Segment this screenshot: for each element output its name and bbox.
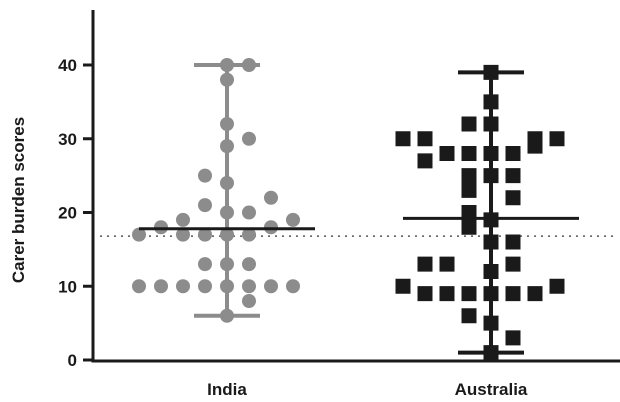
y-axis-label: Carer burden scores bbox=[9, 117, 28, 283]
y-tick-label: 30 bbox=[58, 130, 77, 149]
australia-data-point bbox=[505, 168, 521, 184]
australia-data-point bbox=[417, 153, 433, 169]
y-ticks: 0 10 20 30 40 bbox=[58, 56, 93, 370]
australia-data-point bbox=[505, 256, 521, 272]
australia-data-point bbox=[527, 138, 543, 154]
india-data-point bbox=[264, 279, 278, 294]
india-data-point bbox=[242, 227, 256, 242]
australia-data-point bbox=[417, 286, 433, 302]
australia-data-point bbox=[549, 131, 565, 147]
australia-data-point bbox=[461, 308, 477, 324]
australia-data-point bbox=[505, 234, 521, 250]
x-tick-label-australia: Australia bbox=[455, 380, 528, 399]
australia-data-point bbox=[439, 146, 455, 161]
australia-data-point bbox=[395, 278, 411, 294]
y-tick-label: 10 bbox=[58, 277, 77, 296]
india-data-point bbox=[132, 279, 146, 294]
india-data-point bbox=[176, 279, 190, 294]
y-tick-label: 0 bbox=[68, 351, 77, 370]
australia-data-point bbox=[505, 190, 521, 206]
australia-data-point bbox=[505, 286, 521, 302]
india-data-point bbox=[176, 212, 190, 227]
australia-data-point bbox=[439, 256, 455, 272]
india-data-point bbox=[154, 279, 168, 294]
australia-data-point bbox=[505, 146, 521, 161]
australia-data-point bbox=[527, 286, 543, 302]
australia-data-point bbox=[461, 182, 477, 198]
australia-data-point bbox=[461, 116, 477, 132]
australia-data-point bbox=[439, 286, 455, 302]
india-data-point bbox=[264, 190, 278, 205]
y-tick-label: 40 bbox=[58, 56, 77, 75]
india-data-point bbox=[198, 198, 212, 213]
x-tick-label-india: India bbox=[207, 380, 247, 399]
india-data-point bbox=[242, 257, 256, 272]
plot-area bbox=[100, 58, 614, 361]
india-data-point bbox=[242, 294, 256, 308]
australia-data-point bbox=[505, 330, 521, 346]
australia-data-point bbox=[549, 278, 565, 294]
india-data-point bbox=[286, 279, 300, 294]
india-data-point bbox=[242, 131, 256, 146]
australia-data-point bbox=[417, 256, 433, 272]
y-tick-label: 20 bbox=[58, 204, 77, 223]
india-data-point bbox=[198, 257, 212, 272]
india-data-point bbox=[242, 205, 256, 220]
india-data-point bbox=[132, 227, 146, 242]
australia-data-point bbox=[461, 146, 477, 161]
australia-data-point bbox=[461, 286, 477, 302]
india-data-point bbox=[198, 279, 212, 294]
australia-data-point bbox=[461, 205, 477, 220]
australia-data-point bbox=[395, 131, 411, 147]
india-data-point bbox=[286, 212, 300, 227]
australia-data-point bbox=[417, 131, 433, 147]
india-data-point bbox=[176, 227, 190, 242]
india-data-point bbox=[242, 279, 256, 294]
india-data-point bbox=[198, 168, 212, 183]
axes bbox=[91, 10, 620, 363]
australia-data-point bbox=[461, 219, 477, 235]
india-data-point bbox=[198, 227, 212, 242]
